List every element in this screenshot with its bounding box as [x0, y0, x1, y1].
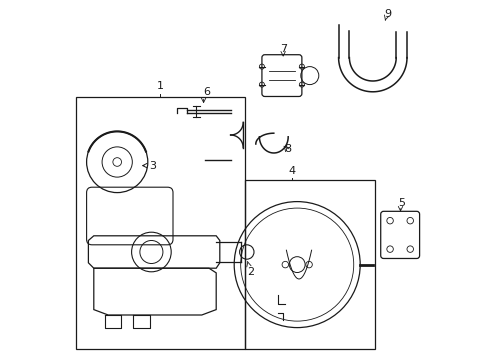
- Bar: [76, 97, 245, 349]
- Text: 2: 2: [247, 261, 254, 277]
- Text: 9: 9: [384, 9, 392, 19]
- Text: 4: 4: [288, 166, 295, 176]
- Text: 7: 7: [280, 44, 287, 54]
- Text: 5: 5: [398, 198, 405, 208]
- Text: 8: 8: [284, 144, 291, 154]
- Text: 6: 6: [204, 87, 211, 97]
- Bar: [245, 180, 374, 349]
- Text: 1: 1: [157, 81, 164, 91]
- Text: 3: 3: [143, 161, 157, 171]
